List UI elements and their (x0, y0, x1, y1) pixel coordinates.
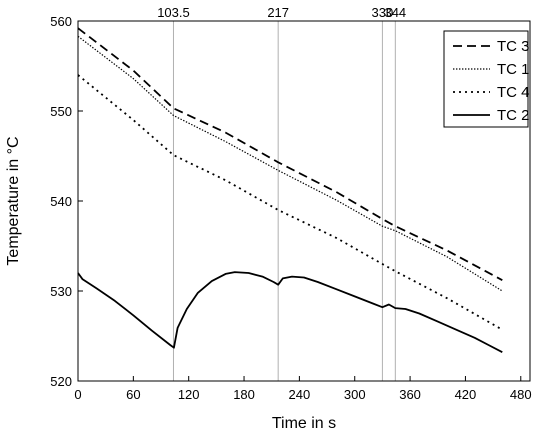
x-tick-label-7: 420 (455, 387, 477, 402)
x-tick-label-6: 360 (399, 387, 421, 402)
x-tick-label-5: 300 (344, 387, 366, 402)
series-line-0 (77, 27, 503, 281)
x-tick-label-8: 480 (510, 387, 532, 402)
y-axis-label: Temperature in °C (5, 136, 22, 265)
marker-label-0: 103.5 (157, 5, 190, 20)
legend-box (443, 30, 529, 128)
series-lines (77, 27, 503, 353)
y-tick-label-2: 540 (50, 194, 72, 209)
marker-label-1: 217 (267, 5, 289, 20)
x-axis-label: Time in s (272, 415, 336, 432)
marker-label-2: 330 (372, 5, 394, 20)
series-line-1 (77, 35, 503, 292)
y-tick-label-4: 560 (50, 14, 72, 29)
series-line-2 (77, 74, 503, 331)
y-tick-label-0: 520 (50, 374, 72, 389)
legend-entries: TC 3 TC 1 TC 4 TC 2 (453, 38, 530, 124)
y-tick-label-3: 550 (50, 104, 72, 119)
legend-label-1: TC 1 (497, 61, 530, 78)
y-tick-label-1: 530 (50, 284, 72, 299)
legend-label-2: TC 4 (497, 84, 530, 101)
marker-label-3: 344 (384, 5, 406, 20)
x-axis-ticks: 0 60 120 180 240 300 360 420 480 (74, 376, 532, 402)
x-tick-label-1: 60 (126, 387, 140, 402)
y-axis-ticks: 520 530 540 550 560 (50, 14, 83, 389)
legend-label-0: TC 3 (497, 38, 530, 55)
series-line-3 (77, 271, 503, 353)
x-tick-label-0: 0 (74, 387, 81, 402)
x-tick-label-4: 240 (289, 387, 311, 402)
x-tick-label-2: 120 (178, 387, 200, 402)
legend: TC 3 TC 1 TC 4 TC 2 (443, 30, 530, 128)
x-tick-label-3: 180 (233, 387, 255, 402)
legend-label-3: TC 2 (497, 107, 530, 124)
